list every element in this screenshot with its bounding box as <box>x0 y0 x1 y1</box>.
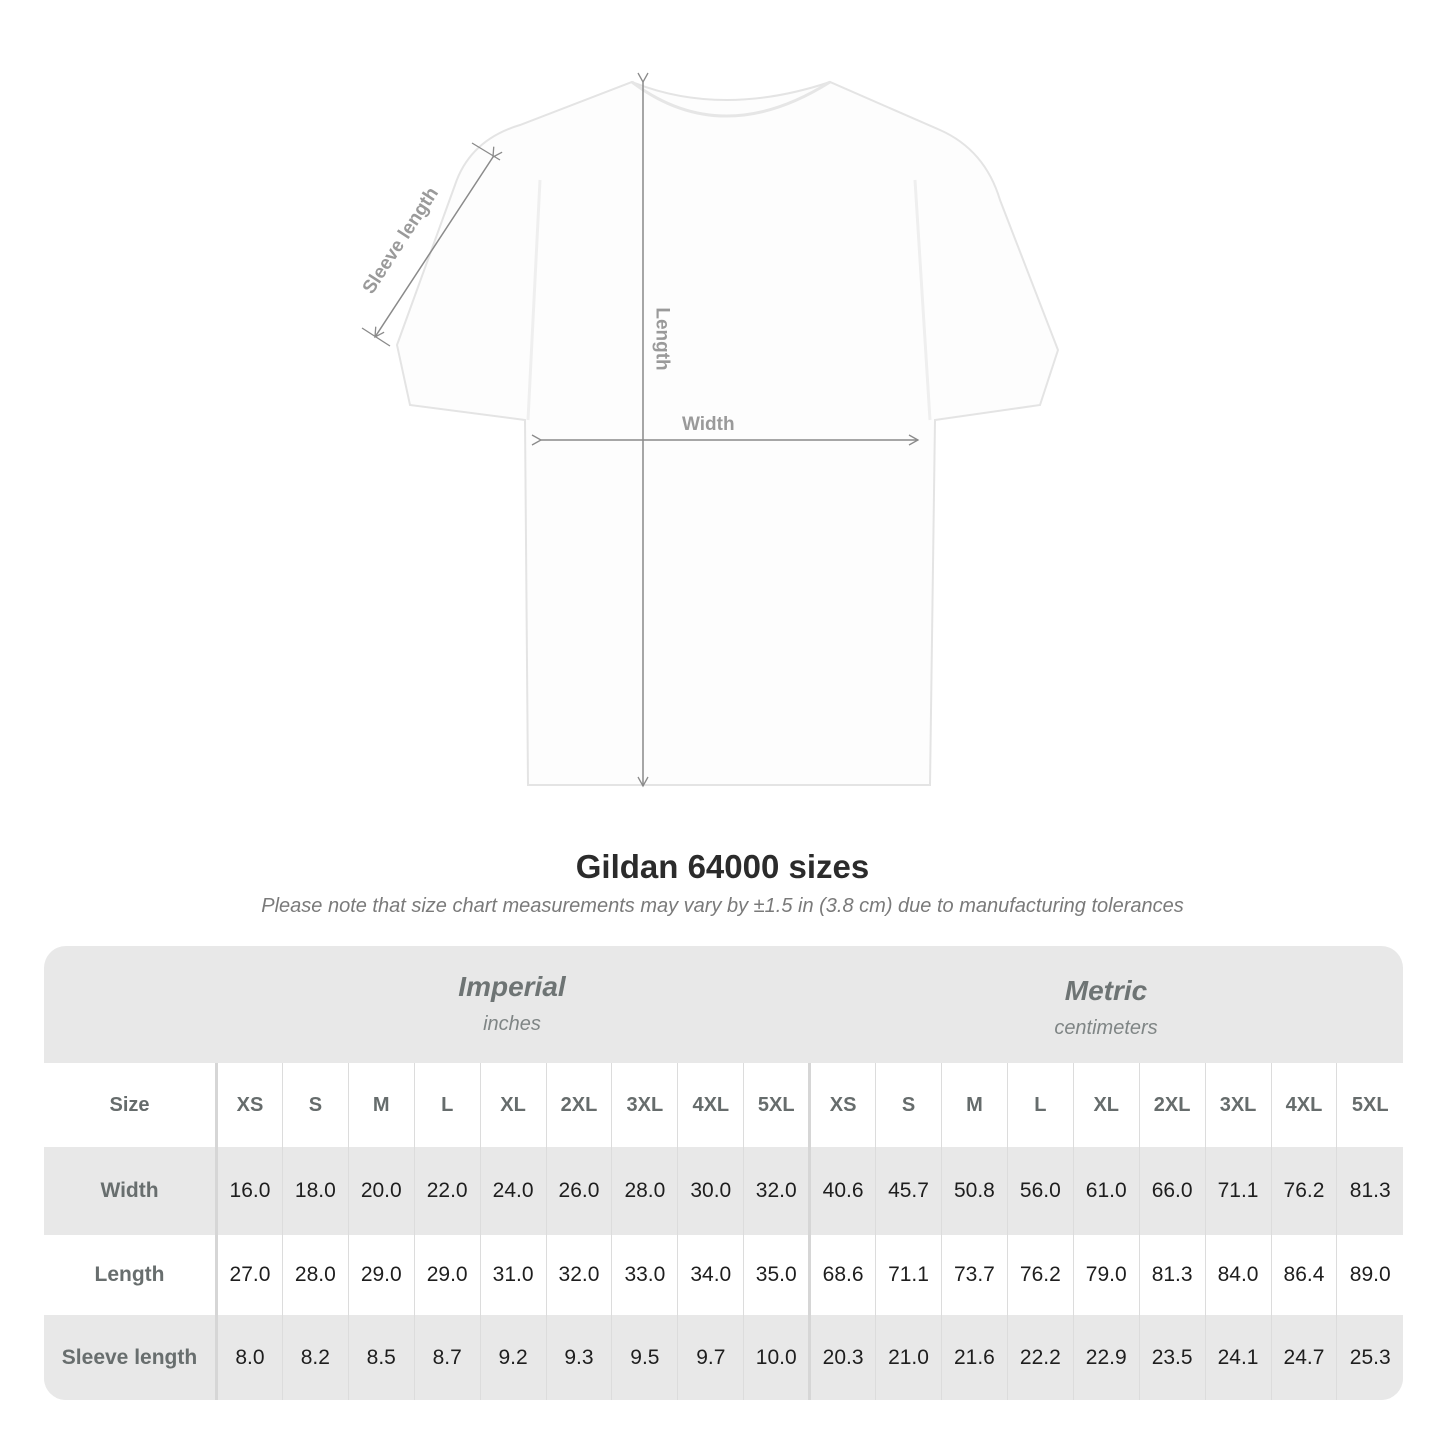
imperial-value-cell: 31.0 <box>479 1235 547 1315</box>
imperial-value-cell: 34.0 <box>677 1235 744 1315</box>
imperial-value-cell: 32.0 <box>743 1147 810 1235</box>
table-row: Length 27.0 28.0 29.0 29.0 31.0 32.0 33.0 34.0 35… <box>44 1235 1403 1315</box>
imperial-size-header: L <box>413 1063 481 1147</box>
imperial-value-cell: 9.7 <box>677 1315 744 1400</box>
imperial-size-header: 5XL <box>743 1063 810 1147</box>
imperial-value-cell: 26.0 <box>545 1147 612 1235</box>
table-row: Sleeve length 8.0 8.2 8.5 8.7 9.2 9.3 9.5 9.7 10.… <box>44 1315 1403 1400</box>
metric-size-header: 3XL <box>1204 1063 1271 1147</box>
imperial-value-cell: 30.0 <box>677 1147 744 1235</box>
imperial-value-cell: 32.0 <box>545 1235 612 1315</box>
imperial-value-cell: 9.3 <box>545 1315 612 1400</box>
metric-value-cell: 81.3 <box>1138 1235 1206 1315</box>
metric-value-cell: 73.7 <box>940 1235 1008 1315</box>
imperial-title: Imperial <box>458 971 566 1002</box>
metric-value-cell: 79.0 <box>1072 1235 1140 1315</box>
metric-size-header: 2XL <box>1138 1063 1206 1147</box>
size-chart: Imperial inches Metric centimeters Size X… <box>44 946 1403 1400</box>
metric-value-cell: 22.9 <box>1072 1315 1140 1400</box>
imperial-size-header: 2XL <box>545 1063 612 1147</box>
metric-size-header: S <box>875 1063 942 1147</box>
metric-value-cell: 61.0 <box>1072 1147 1140 1235</box>
metric-size-header: L <box>1006 1063 1074 1147</box>
metric-unit: centimeters <box>1054 1017 1158 1039</box>
metric-size-header: 5XL <box>1336 1063 1403 1147</box>
imperial-value-cell: 9.5 <box>611 1315 678 1400</box>
imperial-value-cell: 9.2 <box>479 1315 547 1400</box>
metric-title: Metric <box>1064 975 1148 1006</box>
metric-size-header: M <box>940 1063 1008 1147</box>
metric-value-cell: 20.3 <box>808 1315 876 1400</box>
imperial-value-cell: 16.0 <box>216 1147 283 1235</box>
metric-header: Metric centimeters <box>809 946 1403 1092</box>
row-label: Size <box>44 1063 218 1147</box>
length-label: Length <box>651 307 673 371</box>
metric-value-cell: 66.0 <box>1138 1147 1206 1235</box>
table-row: Width 16.0 18.0 20.0 22.0 24.0 26.0 28.0 30.0 32.… <box>44 1147 1403 1235</box>
tolerance-note: Please note that size chart measurements… <box>261 895 1184 917</box>
imperial-value-cell: 33.0 <box>611 1235 678 1315</box>
imperial-value-cell: 28.0 <box>281 1235 349 1315</box>
metric-value-cell: 25.3 <box>1336 1315 1403 1400</box>
metric-value-cell: 76.2 <box>1006 1235 1074 1315</box>
imperial-value-cell: 27.0 <box>216 1235 283 1315</box>
metric-value-cell: 76.2 <box>1270 1147 1337 1235</box>
imperial-value-cell: 20.0 <box>347 1147 415 1235</box>
metric-value-cell: 86.4 <box>1270 1235 1337 1315</box>
imperial-value-cell: 29.0 <box>347 1235 415 1315</box>
imperial-unit: inches <box>483 1013 541 1035</box>
imperial-size-header: M <box>347 1063 415 1147</box>
metric-value-cell: 81.3 <box>1336 1147 1403 1235</box>
metric-size-header: 4XL <box>1270 1063 1337 1147</box>
metric-value-cell: 21.0 <box>875 1315 942 1400</box>
imperial-size-header: XL <box>479 1063 547 1147</box>
row-label: Length <box>44 1235 218 1315</box>
imperial-value-cell: 8.0 <box>216 1315 283 1400</box>
row-label: Sleeve length <box>44 1315 218 1400</box>
metric-value-cell: 45.7 <box>875 1147 942 1235</box>
imperial-size-header: XS <box>216 1063 283 1147</box>
metric-value-cell: 84.0 <box>1204 1235 1271 1315</box>
imperial-value-cell: 10.0 <box>743 1315 810 1400</box>
metric-value-cell: 24.1 <box>1204 1315 1271 1400</box>
imperial-value-cell: 24.0 <box>479 1147 547 1235</box>
imperial-header: Imperial inches <box>215 946 809 1088</box>
imperial-value-cell: 22.0 <box>413 1147 481 1235</box>
metric-value-cell: 56.0 <box>1006 1147 1074 1235</box>
width-label: Width <box>682 414 735 435</box>
imperial-size-header: S <box>281 1063 349 1147</box>
metric-size-header: XL <box>1072 1063 1140 1147</box>
imperial-value-cell: 28.0 <box>611 1147 678 1235</box>
imperial-value-cell: 8.7 <box>413 1315 481 1400</box>
row-label: Width <box>44 1147 218 1235</box>
tshirt-diagram <box>361 72 1060 788</box>
imperial-value-cell: 35.0 <box>743 1235 810 1315</box>
metric-value-cell: 23.5 <box>1138 1315 1206 1400</box>
imperial-size-header: 4XL <box>677 1063 744 1147</box>
metric-value-cell: 68.6 <box>808 1235 876 1315</box>
metric-size-header: XS <box>808 1063 876 1147</box>
table-row-size: Size XS S M L XL 2XL 3XL 4XL 5XL XS S M L XL 2XL 3XL 4XL 5… <box>44 1063 1403 1147</box>
size-table: Size XS S M L XL 2XL 3XL 4XL 5XL XS S M L XL 2XL 3XL 4XL 5… <box>44 1063 1403 1400</box>
sleeve-arrow <box>374 146 503 339</box>
imperial-size-header: 3XL <box>611 1063 678 1147</box>
metric-value-cell: 71.1 <box>875 1235 942 1315</box>
metric-value-cell: 21.6 <box>940 1315 1008 1400</box>
imperial-value-cell: 8.2 <box>281 1315 349 1400</box>
metric-value-cell: 22.2 <box>1006 1315 1074 1400</box>
metric-value-cell: 24.7 <box>1270 1315 1337 1400</box>
metric-value-cell: 89.0 <box>1336 1235 1403 1315</box>
imperial-value-cell: 29.0 <box>413 1235 481 1315</box>
imperial-value-cell: 8.5 <box>347 1315 415 1400</box>
imperial-value-cell: 18.0 <box>281 1147 349 1235</box>
chart-title: Gildan 64000 sizes <box>575 848 870 885</box>
metric-value-cell: 40.6 <box>808 1147 876 1235</box>
metric-value-cell: 50.8 <box>940 1147 1008 1235</box>
metric-value-cell: 71.1 <box>1204 1147 1271 1235</box>
